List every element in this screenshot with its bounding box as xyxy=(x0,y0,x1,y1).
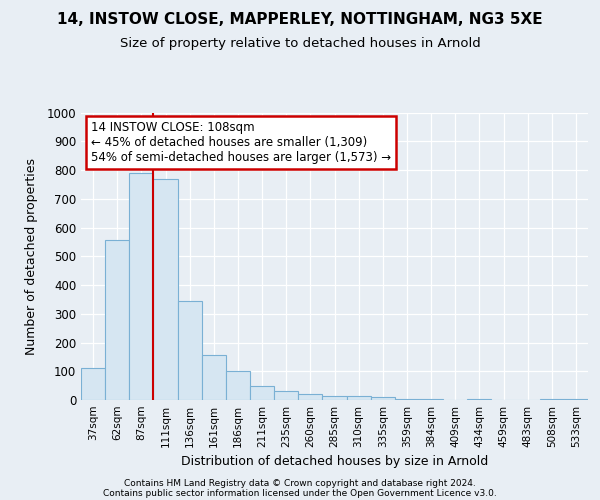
Bar xyxy=(226,371,250,400)
Bar xyxy=(274,392,298,400)
Bar xyxy=(81,368,105,400)
Bar xyxy=(322,396,347,400)
Bar xyxy=(467,398,491,400)
X-axis label: Distribution of detached houses by size in Arnold: Distribution of detached houses by size … xyxy=(181,456,488,468)
Bar xyxy=(129,173,154,400)
Text: 14, INSTOW CLOSE, MAPPERLEY, NOTTINGHAM, NG3 5XE: 14, INSTOW CLOSE, MAPPERLEY, NOTTINGHAM,… xyxy=(57,12,543,28)
Bar xyxy=(202,356,226,400)
Bar xyxy=(540,398,564,400)
Bar xyxy=(564,398,588,400)
Bar xyxy=(250,386,274,400)
Bar xyxy=(395,398,419,400)
Bar xyxy=(178,301,202,400)
Bar xyxy=(105,240,129,400)
Bar xyxy=(419,398,443,400)
Bar xyxy=(347,396,371,400)
Bar xyxy=(371,397,395,400)
Text: 14 INSTOW CLOSE: 108sqm
← 45% of detached houses are smaller (1,309)
54% of semi: 14 INSTOW CLOSE: 108sqm ← 45% of detache… xyxy=(91,121,391,164)
Text: Contains HM Land Registry data © Crown copyright and database right 2024.: Contains HM Land Registry data © Crown c… xyxy=(124,478,476,488)
Text: Contains public sector information licensed under the Open Government Licence v3: Contains public sector information licen… xyxy=(103,488,497,498)
Y-axis label: Number of detached properties: Number of detached properties xyxy=(25,158,38,355)
Text: Size of property relative to detached houses in Arnold: Size of property relative to detached ho… xyxy=(119,38,481,51)
Bar xyxy=(298,394,322,400)
Bar xyxy=(154,178,178,400)
